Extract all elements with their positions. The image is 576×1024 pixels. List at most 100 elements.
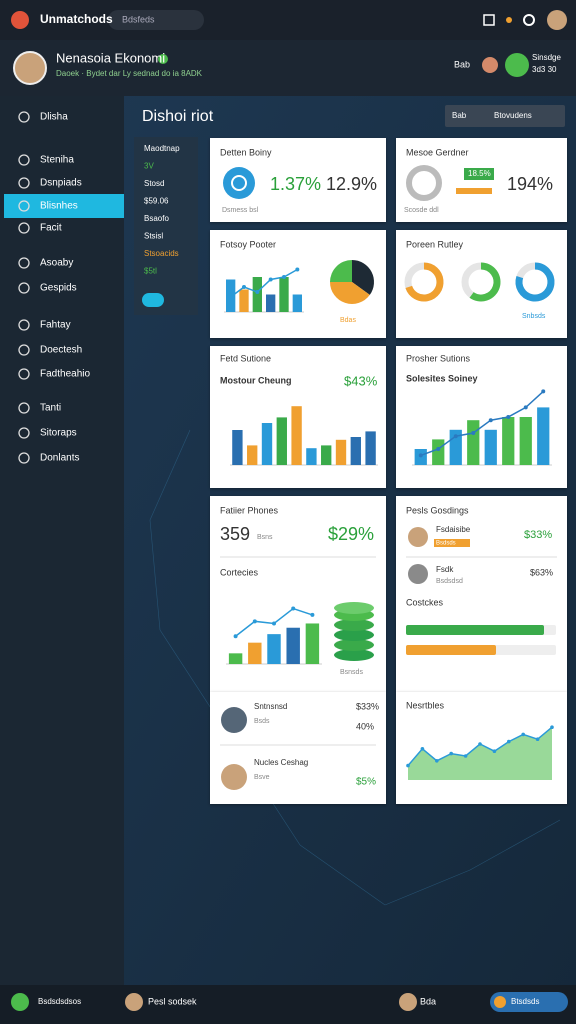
area-point xyxy=(449,751,454,756)
bar xyxy=(261,423,273,465)
sidebar-icon xyxy=(18,282,30,294)
label: Fotsoy Pooter xyxy=(220,239,276,249)
card xyxy=(396,496,567,692)
sidebar-icon xyxy=(18,452,30,464)
sidebar-active[interactable] xyxy=(4,194,124,218)
icon[interactable] xyxy=(482,57,498,73)
line-point xyxy=(541,389,546,394)
app-logo[interactable] xyxy=(11,11,29,29)
label: $59.06 xyxy=(144,197,169,206)
bar xyxy=(432,439,445,465)
bar xyxy=(286,627,300,664)
area-point xyxy=(435,759,439,763)
bottom-avatar xyxy=(399,993,417,1011)
label: $5% xyxy=(356,777,376,788)
label: Bda xyxy=(420,996,436,1006)
icon xyxy=(231,175,247,191)
sidebar-item[interactable]: Dsnpiads xyxy=(40,178,82,189)
icon[interactable] xyxy=(483,14,495,26)
label: 3d3 30 xyxy=(532,65,557,74)
bar xyxy=(467,420,480,465)
top-bar xyxy=(0,0,576,40)
sidebar xyxy=(0,96,124,985)
sidebar-icon xyxy=(18,344,30,356)
label: Bdsfeds xyxy=(122,14,155,24)
label: 194% xyxy=(507,174,553,194)
line-point xyxy=(252,619,257,624)
area-point xyxy=(478,742,482,746)
label: $5tl xyxy=(144,267,157,276)
sidebar-item[interactable]: Gespids xyxy=(40,283,77,294)
line-point xyxy=(228,295,233,299)
sidebar-icon xyxy=(18,319,30,331)
line-point xyxy=(242,285,246,289)
label: Fatiier Phones xyxy=(220,505,279,515)
line xyxy=(420,390,544,457)
bar xyxy=(292,294,302,312)
area-point xyxy=(406,763,410,768)
area-point xyxy=(521,732,525,737)
submenu-button[interactable] xyxy=(142,293,164,307)
label: Scosde ddl xyxy=(404,207,439,214)
sidebar-item[interactable]: Tanti xyxy=(40,403,61,414)
label: Unmatchods xyxy=(40,12,113,26)
bar xyxy=(279,277,289,312)
sidebar-item[interactable]: Blisnhes xyxy=(40,201,78,212)
label: Fetd Sutione xyxy=(220,353,271,363)
sidebar-item[interactable]: Dlisha xyxy=(40,112,68,123)
sidebar-icon xyxy=(18,177,30,189)
label: Nenasoia Ekonomi xyxy=(56,50,165,65)
line-point xyxy=(418,453,423,458)
sidebar-item[interactable]: Fahtay xyxy=(40,320,71,331)
line-point xyxy=(488,418,493,423)
sidebar-item[interactable]: Fadtheahio xyxy=(40,369,90,380)
sidebar-item[interactable]: Steniha xyxy=(40,155,74,166)
label: Solesites Soiney xyxy=(406,373,478,383)
line-point xyxy=(291,606,296,611)
line-point xyxy=(506,415,511,419)
bar xyxy=(484,429,497,465)
line-point xyxy=(268,277,273,282)
bar xyxy=(276,417,287,465)
sidebar-item[interactable]: Sitoraps xyxy=(40,428,77,439)
line-point xyxy=(436,447,441,451)
icon[interactable] xyxy=(523,14,535,26)
sidebar-icon xyxy=(18,402,30,414)
label: Mostour Cheung xyxy=(220,375,292,385)
label: Btsdsds xyxy=(511,997,539,1006)
search-box[interactable] xyxy=(108,10,204,30)
icon[interactable] xyxy=(506,17,512,23)
bar xyxy=(252,277,262,312)
sidebar-item[interactable]: Doectesh xyxy=(40,345,82,356)
sidebar-icon xyxy=(18,368,30,380)
area-point xyxy=(492,749,497,753)
bar xyxy=(350,437,361,465)
sidebar-item[interactable]: Asoaby xyxy=(40,258,73,269)
profile-avatar xyxy=(13,51,47,85)
label: Stsisl xyxy=(144,232,163,241)
label: Prosher Sutions xyxy=(406,353,471,363)
line-point xyxy=(310,612,315,617)
label: Sntnsnsd xyxy=(254,702,287,711)
avatar[interactable] xyxy=(547,10,567,30)
pie-slice xyxy=(330,282,370,305)
label: $29% xyxy=(328,524,374,544)
label: Bsve xyxy=(254,774,270,781)
progress-bar xyxy=(406,645,496,655)
label: Costckes xyxy=(406,597,444,607)
bar xyxy=(305,623,320,664)
bar xyxy=(247,445,258,465)
filter-dropdown[interactable] xyxy=(445,105,565,127)
submenu xyxy=(134,137,198,315)
area-point xyxy=(507,739,511,744)
pie-slice xyxy=(330,260,352,282)
bottom-button[interactable] xyxy=(490,992,568,1012)
sidebar-item[interactable]: Facit xyxy=(40,223,62,234)
label: 1.37% xyxy=(270,174,321,194)
label: Fsdk xyxy=(436,565,454,574)
sidebar-item[interactable]: Donlants xyxy=(40,453,79,464)
bottom-icon[interactable] xyxy=(11,993,29,1011)
stat-icon[interactable] xyxy=(505,53,529,77)
area-point xyxy=(420,747,425,751)
label: Bab xyxy=(452,111,467,120)
